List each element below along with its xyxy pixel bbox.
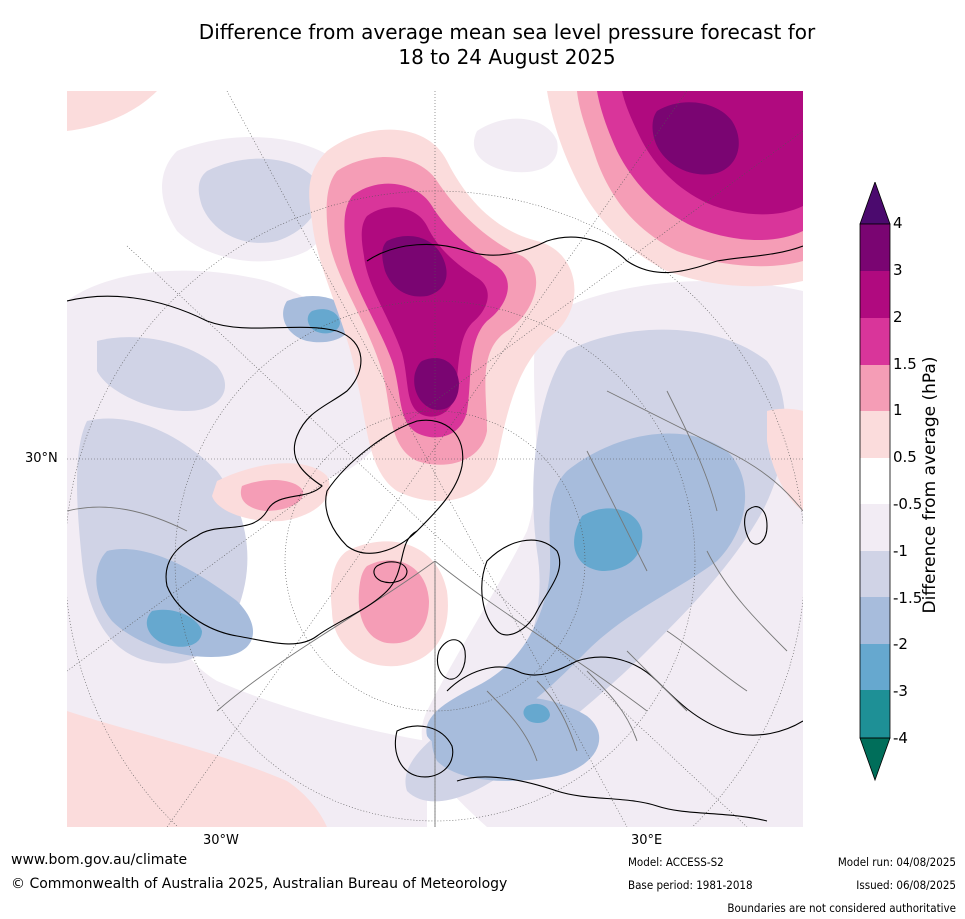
colorbar-tick-label: 1.5 — [893, 355, 917, 373]
colorbar-bin-neutral — [860, 458, 890, 504]
colorbar-bin-1.5-2 — [860, 318, 890, 365]
coast-scandinavia — [481, 539, 561, 636]
anomaly-region-p1-greenland — [240, 479, 304, 511]
country-boundaries — [67, 390, 803, 762]
colorbar-tick-label: 2 — [893, 308, 903, 326]
colorbar-bin-m3-m2 — [860, 644, 890, 690]
disclaimer-text: Boundaries are not considered authoritat… — [727, 901, 956, 915]
anomaly-region-m2-balkan — [431, 696, 600, 781]
colorbar-title: Difference from average (hPa) — [920, 356, 940, 614]
anomaly-region-p0.5-east — [767, 408, 803, 511]
anomaly-region-p0.5-sw — [67, 711, 327, 827]
anomaly-region-m2-west — [96, 549, 254, 657]
colorbar-extend-low — [859, 737, 891, 782]
anomaly-region-p1-atl — [358, 560, 429, 644]
anomaly-region-p0.5-nw — [67, 91, 157, 131]
website-text: www.bom.gov.au/climate — [11, 852, 188, 868]
colorbar-bin-1-1.5 — [860, 365, 890, 411]
base-period-text: Base period: 1981-2018 — [628, 878, 753, 892]
lon-label-30e: 30°E — [631, 833, 663, 848]
coast-iceland — [373, 561, 408, 584]
coast-iberia — [394, 725, 454, 778]
positive-anomaly-regions — [67, 91, 803, 827]
colorbar-tick-label: -2 — [893, 635, 908, 653]
anomaly-region-m1-west — [67, 270, 427, 827]
colorbar-tick-label: 1 — [893, 401, 903, 419]
colorbar-bin-m1-m0.5 — [860, 504, 890, 551]
coast-siberia — [366, 236, 803, 274]
colorbar-tick-label: -1.5 — [893, 589, 923, 607]
copyright-text: © Commonwealth of Australia 2025, Austra… — [11, 876, 508, 892]
coast-mediterranean — [456, 776, 768, 822]
coast-caspian — [744, 506, 768, 545]
anomaly-region-p3-arctic-north — [382, 236, 447, 297]
colorbar-bin-2-3 — [860, 271, 890, 318]
title-line-2: 18 to 24 August 2025 — [398, 45, 616, 69]
colorbar — [859, 182, 891, 782]
colorbar-bin-m4-m3 — [860, 690, 890, 738]
pressure-anomaly-map — [67, 91, 803, 827]
colorbar-tick-label: -4 — [893, 729, 908, 747]
anomaly-region-p3-arctic-south — [414, 357, 459, 410]
colorbar-tick-label: 3 — [893, 261, 903, 279]
coast-uk — [436, 639, 466, 680]
anomaly-region-m3-west — [146, 609, 202, 647]
colorbar-tick-label: -1 — [893, 542, 908, 560]
meridian-lines — [216, 560, 648, 827]
colorbar-tick-label: -3 — [893, 682, 908, 700]
anomaly-region-m3-east — [574, 508, 643, 571]
colorbar-tick-label: 0.5 — [893, 448, 917, 466]
colorbar-tick-label: -0.5 — [893, 495, 923, 513]
anomaly-region-m3-balkan — [523, 703, 550, 723]
title-line-1: Difference from average mean sea level p… — [198, 20, 816, 44]
lon-label-30w: 30°W — [203, 833, 239, 848]
colorbar-tick-label: 4 — [893, 214, 903, 232]
colorbar-bin-m2-m1.5 — [860, 597, 890, 644]
coast-europe — [446, 656, 803, 736]
colorbar-extend-high — [859, 182, 891, 225]
coast-greenland — [325, 419, 464, 554]
colorbar-bin-0.5-1 — [860, 411, 890, 458]
chart-title: Difference from average mean sea level p… — [0, 20, 965, 70]
anomaly-region-m1.5-atl — [97, 337, 226, 411]
issued-text: Issued: 06/08/2025 — [856, 878, 956, 892]
anomaly-region-m1.5-nw — [198, 158, 320, 243]
colorbar-bin-3-4 — [860, 224, 890, 271]
coast-north-america — [67, 295, 418, 645]
model-text: Model: ACCESS-S2 — [628, 855, 724, 869]
anomaly-region-m1-north — [473, 118, 558, 173]
lat-label-30n: 30°N — [25, 451, 58, 466]
model-run-text: Model run: 04/08/2025 — [837, 855, 956, 869]
coastlines — [67, 236, 803, 822]
anomaly-region-p3-ne — [652, 102, 739, 175]
colorbar-bin-m1.5-m1 — [860, 551, 890, 597]
